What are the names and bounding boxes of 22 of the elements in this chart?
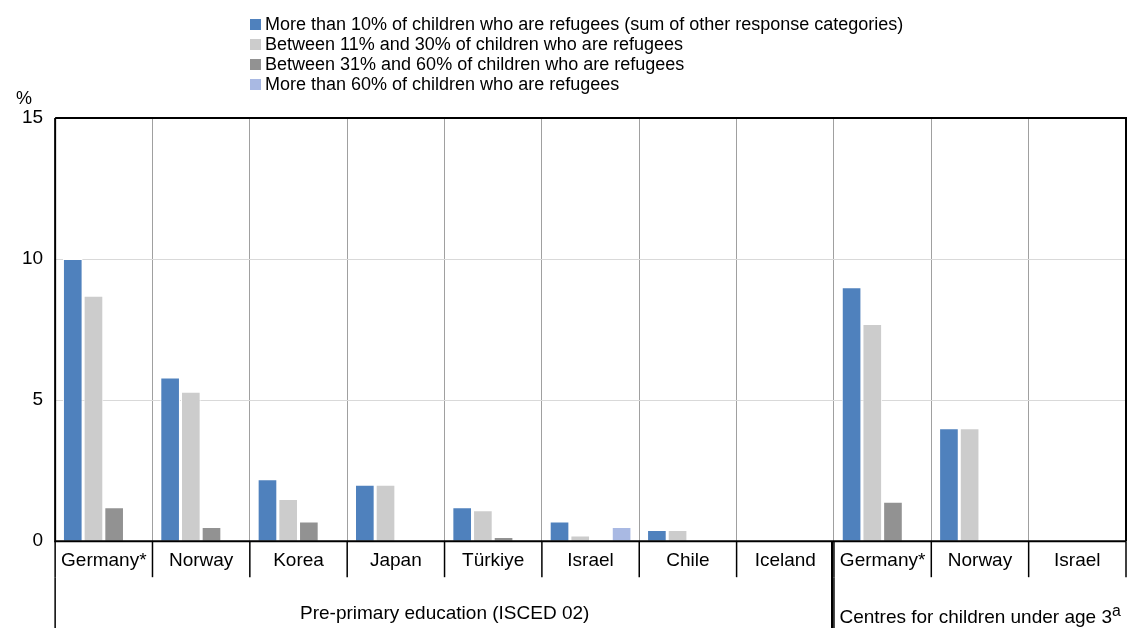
x-tick-label: Norway xyxy=(168,548,234,570)
y-tick-label: 5 xyxy=(32,388,44,410)
y-axis-title: % xyxy=(16,88,33,109)
x-tick-label: Japan xyxy=(369,548,422,570)
text: Pre-primary education (ISCED 02) xyxy=(300,602,590,624)
x-tick-label: Chile xyxy=(666,548,710,570)
x-tick-label: Iceland xyxy=(754,548,816,570)
x-tick-label: Norway xyxy=(947,548,1013,570)
legend-label: Between 31% and 60% of children who are refugees xyxy=(265,54,685,74)
x-tick-label: Germany* xyxy=(61,548,148,570)
legend-label: Between 11% and 30% of children who are refugees xyxy=(265,34,683,54)
x-tick-label: Korea xyxy=(273,548,325,570)
y-tick-label: 10 xyxy=(21,247,44,269)
y-tick-label: 0 xyxy=(32,529,44,551)
legend-label: More than 60% of children who are refugees xyxy=(265,74,620,94)
x-tick-label: Israel xyxy=(567,548,614,570)
text: Centres for children under age 3$^{a}$ xyxy=(839,602,1121,628)
x-tick-label: Türkiye xyxy=(462,548,525,570)
y-tick-label: 15 xyxy=(21,106,44,128)
legend-label: More than 10% of children who are refugees (sum of other response categories) xyxy=(265,14,904,34)
x-tick-label: Germany* xyxy=(839,548,926,570)
x-tick-label: Israel xyxy=(1054,548,1101,570)
